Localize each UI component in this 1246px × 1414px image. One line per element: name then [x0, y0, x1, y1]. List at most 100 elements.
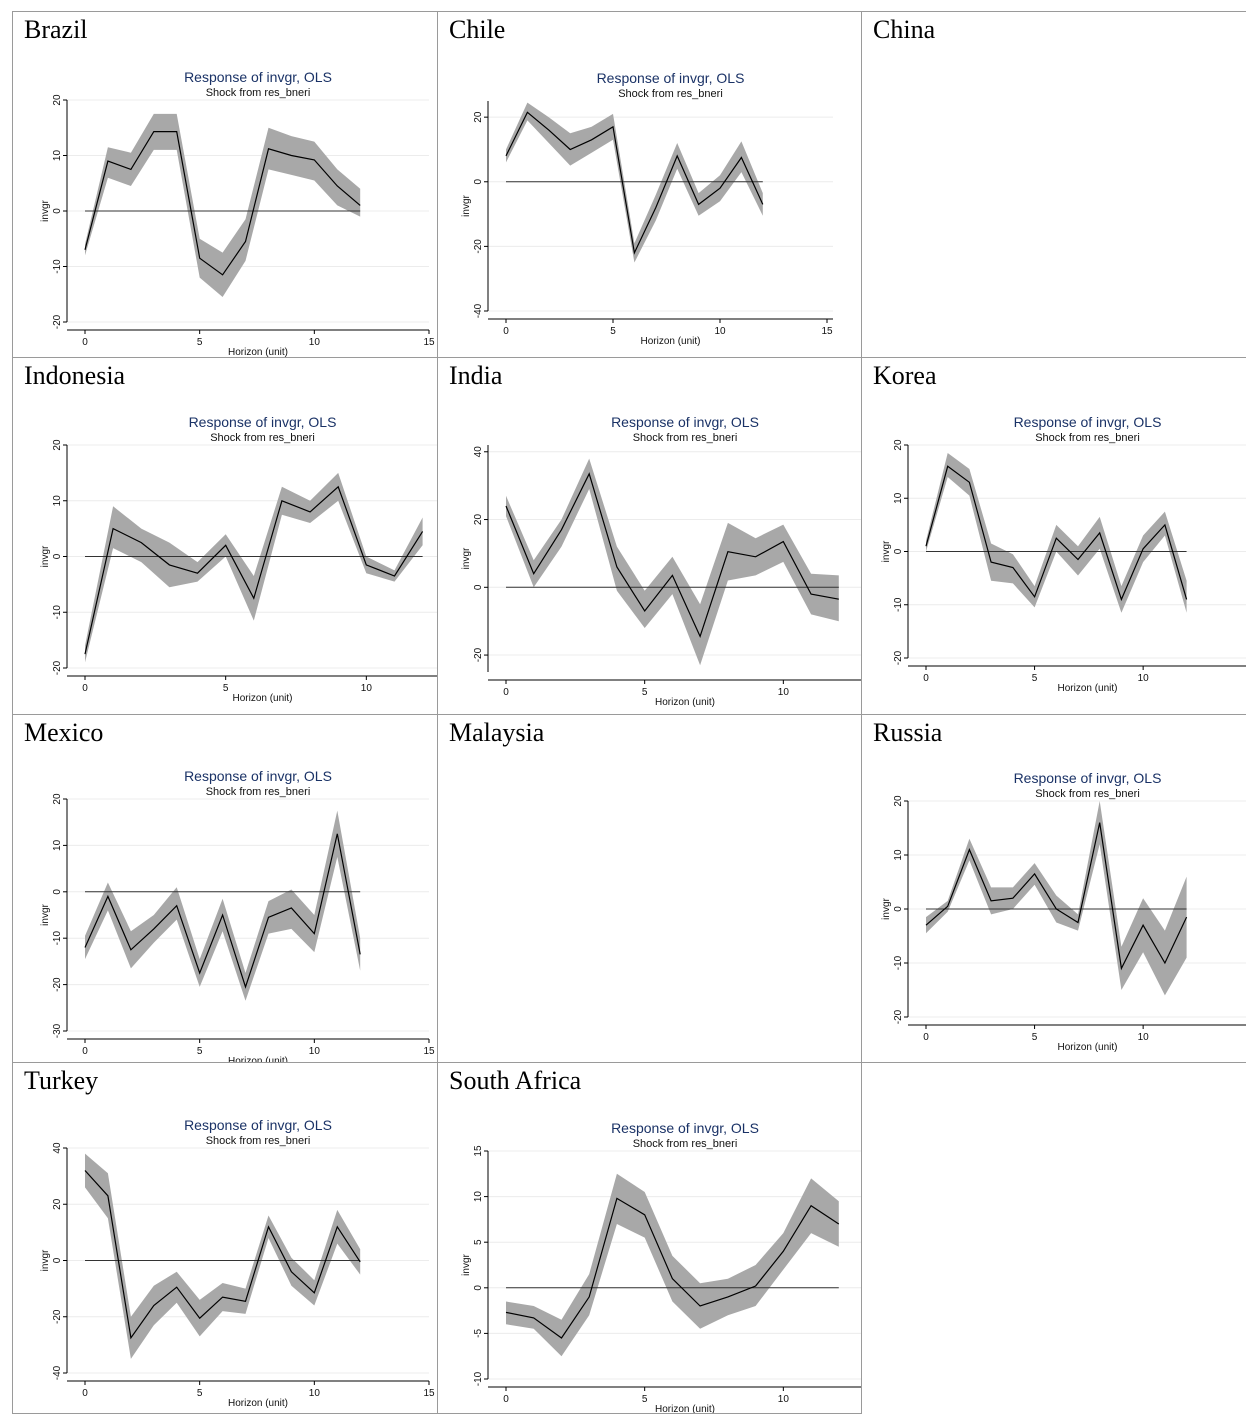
x-tick-label: 10: [1138, 673, 1150, 684]
panel-korea: Korea Response of invgr, OLS Shock from r…: [862, 358, 1246, 715]
y-tick-label: 0: [893, 906, 904, 912]
y-tick-label: -10: [893, 597, 904, 612]
y-tick-label: 20: [52, 94, 63, 106]
x-tick-label: 0: [503, 1394, 509, 1405]
y-axis-label: invgr: [461, 1253, 472, 1275]
panel-indonesia: Indonesia Response of invgr, OLS Shock fr…: [13, 358, 438, 715]
panel-south-africa: South Africa Response of invgr, OLS Shock…: [438, 1063, 862, 1414]
x-tick-label: 0: [82, 1388, 88, 1399]
y-axis-label: invgr: [40, 545, 51, 567]
chart-subtitle: Shock from res_bneri: [1035, 788, 1140, 800]
irf-line: [84, 485, 424, 655]
irf-chart-india: Response of invgr, OLS Shock from res_bne…: [461, 414, 861, 708]
chart-title: Response of invgr, OLS: [1014, 414, 1162, 430]
chart-title: Response of invgr, OLS: [1014, 770, 1162, 786]
y-axis-label: invgr: [881, 540, 892, 562]
y-tick-label: 15: [473, 1145, 484, 1157]
x-tick-label: 5: [197, 1046, 203, 1057]
x-axis-label: Horizon (unit): [1057, 1042, 1117, 1053]
y-axis-label: invgr: [461, 194, 472, 216]
confidence-band: [85, 810, 361, 1001]
chart-title: Response of invgr, OLS: [184, 768, 332, 784]
x-axis-label: Horizon (unit): [228, 1398, 288, 1409]
y-tick-label: 20: [52, 439, 63, 451]
chart-subtitle: Shock from res_bneri: [618, 88, 723, 100]
chart-subtitle: Shock from res_bneri: [206, 786, 311, 798]
x-tick-label: 15: [423, 1046, 435, 1057]
irf-chart-south-africa: Response of invgr, OLS Shock from res_bne…: [461, 1120, 861, 1413]
x-tick-label: 5: [223, 683, 229, 694]
x-tick-label: 15: [821, 326, 833, 337]
x-tick-label: 15: [423, 1388, 435, 1399]
x-tick-label: 10: [309, 337, 321, 348]
country-panel-grid: Brazil Response of invgr, OLS Shock from …: [12, 11, 1246, 1414]
x-axis-label: Horizon (unit): [640, 336, 700, 347]
y-tick-label: 0: [52, 889, 63, 895]
y-tick-label: 20: [893, 795, 904, 807]
chart-subtitle: Shock from res_bneri: [210, 432, 315, 444]
y-tick-label: 20: [52, 793, 63, 805]
confidence-band: [506, 102, 763, 263]
irf-chart-chile: Response of invgr, OLS Shock from res_bne…: [461, 70, 833, 347]
irf-line: [84, 833, 361, 989]
country-name: Brazil: [24, 15, 88, 44]
panel-russia: Russia Response of invgr, OLS Shock from …: [862, 715, 1246, 1063]
x-tick-label: 5: [1032, 1032, 1038, 1043]
y-axis-label: invgr: [461, 547, 472, 569]
y-tick-label: 20: [52, 1198, 63, 1210]
x-axis-label: Horizon (unit): [228, 1056, 288, 1063]
chart-title: Response of invgr, OLS: [184, 69, 332, 85]
irf-line: [505, 1197, 840, 1339]
y-tick-label: 10: [893, 492, 904, 504]
chart-title: Response of invgr, OLS: [611, 1120, 759, 1136]
chart-title: Response of invgr, OLS: [597, 70, 745, 86]
y-tick-label: -20: [473, 647, 484, 662]
x-tick-label: 5: [197, 337, 203, 348]
chart-subtitle: Shock from res_bneri: [633, 1138, 738, 1150]
y-tick-label: 5: [473, 1239, 484, 1245]
y-tick-label: 10: [52, 839, 63, 851]
y-tick-label: -30: [52, 1023, 63, 1038]
y-tick-label: -20: [52, 977, 63, 992]
confidence-band: [85, 1153, 361, 1359]
y-tick-label: -10: [52, 605, 63, 620]
x-tick-label: 10: [1138, 1032, 1150, 1043]
y-tick-label: -20: [893, 650, 904, 665]
y-tick-label: 20: [473, 111, 484, 123]
empty-cell: [862, 1063, 1246, 1414]
y-tick-label: -40: [473, 303, 484, 318]
chart-title: Response of invgr, OLS: [189, 414, 337, 430]
country-name: Indonesia: [24, 361, 126, 390]
irf-chart-brazil: Response of invgr, OLS Shock from res_bne…: [40, 69, 435, 358]
x-tick-label: 0: [503, 326, 509, 337]
country-name: Turkey: [24, 1066, 99, 1095]
y-tick-label: 0: [473, 584, 484, 590]
irf-chart-korea: Response of invgr, OLS Shock from res_bne…: [881, 414, 1246, 694]
x-tick-label: 10: [778, 687, 790, 698]
panel-india: India Response of invgr, OLS Shock from r…: [438, 358, 862, 715]
x-tick-label: 0: [82, 337, 88, 348]
irf-line: [84, 1170, 361, 1340]
panel-chile: Chile Response of invgr, OLS Shock from r…: [438, 12, 862, 358]
y-tick-label: 40: [52, 1142, 63, 1154]
irf-line: [84, 130, 361, 276]
y-tick-label: 20: [473, 514, 484, 526]
x-axis-label: Horizon (unit): [1057, 683, 1117, 694]
confidence-band: [506, 1173, 839, 1357]
y-axis-label: invgr: [40, 199, 51, 221]
x-axis-label: Horizon (unit): [228, 347, 288, 358]
x-tick-label: 5: [610, 326, 616, 337]
confidence-band: [926, 801, 1187, 996]
y-tick-label: 0: [473, 179, 484, 185]
y-tick-label: 0: [52, 208, 63, 214]
country-name: Chile: [449, 15, 506, 44]
panel-china: China: [862, 12, 1246, 358]
irf-chart-indonesia: Response of invgr, OLS Shock from res_bne…: [40, 414, 437, 704]
y-tick-label: -10: [473, 1371, 484, 1386]
y-tick-label: 0: [52, 553, 63, 559]
x-tick-label: 10: [309, 1046, 321, 1057]
y-tick-label: 0: [893, 548, 904, 554]
y-tick-label: -20: [473, 239, 484, 254]
y-axis-label: invgr: [40, 903, 51, 925]
x-tick-label: 5: [642, 1394, 648, 1405]
